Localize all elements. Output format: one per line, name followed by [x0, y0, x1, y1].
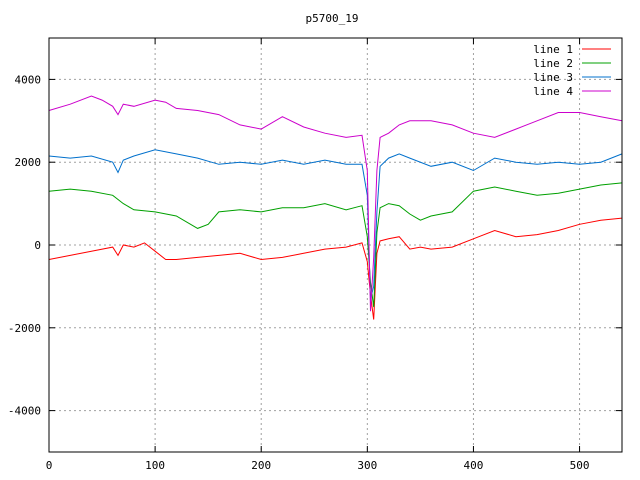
series-line-2: [48, 182, 623, 308]
series-line-1: [48, 217, 623, 320]
y-tick-label: 4000: [15, 73, 42, 86]
x-tick-label: 400: [464, 459, 484, 472]
legend-label: line 2: [533, 57, 573, 70]
legend-label: line 4: [533, 85, 573, 98]
x-tick-label: 500: [570, 459, 590, 472]
series-layer: [48, 95, 623, 320]
legend-label: line 1: [533, 43, 573, 56]
x-tick-label: 300: [357, 459, 377, 472]
chart-title: p5700_19: [306, 12, 359, 25]
grid: [49, 38, 622, 452]
y-tick-label: 2000: [15, 156, 42, 169]
axis-ticks: 0 100 200 300 400 500 -4000 -2000 0 2000 4000: [8, 38, 622, 472]
legend-label: line 3: [533, 71, 573, 84]
x-tick-label: 0: [46, 459, 53, 472]
x-tick-label: 200: [251, 459, 271, 472]
y-tick-label: 0: [34, 239, 41, 252]
x-tick-label: 100: [145, 459, 165, 472]
series-line-4: [48, 95, 623, 312]
y-tick-label: -4000: [8, 405, 41, 418]
series-line-3: [48, 149, 623, 299]
y-tick-label: -2000: [8, 322, 41, 335]
